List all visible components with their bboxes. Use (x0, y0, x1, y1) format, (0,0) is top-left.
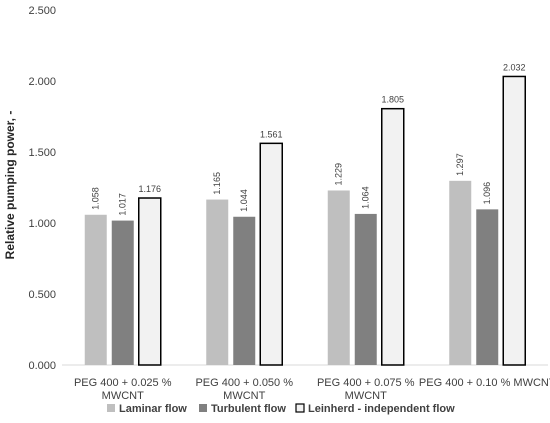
data-labels: 1.058 1.017 1.176 1.165 1.044 1.561 1.229 1.064… (91, 62, 526, 215)
bar-laminar (206, 199, 229, 365)
category-label: PEG 400 + 0.050 % (195, 377, 293, 389)
legend: Laminar flow Turbulent flow Leinherd - ind… (107, 403, 455, 415)
category-label: PEG 400 + 0.10 % MWCNT (419, 377, 550, 389)
category-label: PEG 400 + 0.025 % (74, 377, 172, 389)
data-label: 1.297 (455, 153, 465, 176)
bar-leinherd (259, 142, 283, 366)
bar-laminar (84, 214, 107, 365)
bar-turbulent (233, 216, 256, 365)
bar-laminar (449, 180, 472, 365)
legend-swatch (107, 404, 115, 412)
legend-label: Laminar flow (119, 403, 187, 415)
data-label: 1.805 (381, 95, 404, 105)
y-axis-title: Relative pumping power, - (3, 111, 17, 260)
y-tick-label: 0.500 (28, 289, 56, 301)
y-tick-label: 1.000 (28, 218, 56, 230)
bar-laminar (327, 190, 350, 365)
data-label: 1.561 (260, 129, 283, 139)
y-tick-label: 2.000 (28, 76, 56, 88)
bar-leinherd (502, 75, 526, 366)
category-label: MWCNT (102, 390, 144, 402)
data-label: 1.058 (91, 187, 101, 210)
bars (84, 75, 526, 366)
bar-turbulent (476, 209, 499, 365)
data-label: 2.032 (503, 62, 526, 72)
category-label: PEG 400 + 0.075 % (317, 377, 415, 389)
data-label: 1.229 (334, 163, 344, 186)
legend-swatch (199, 404, 207, 412)
data-label: 1.064 (361, 186, 371, 209)
y-tick-label: 2.500 (28, 5, 56, 17)
data-label: 1.165 (212, 172, 222, 195)
category-label: MWCNT (223, 390, 265, 402)
bar-turbulent (111, 220, 134, 365)
y-tick-label: 0.000 (28, 360, 56, 372)
data-label: 1.044 (239, 189, 249, 212)
y-tick-label: 1.500 (28, 147, 56, 159)
legend-label: Turbulent flow (211, 403, 286, 415)
bar-leinherd (138, 197, 162, 366)
bar-turbulent (354, 213, 377, 365)
legend-swatch (295, 403, 305, 413)
legend-label: Leinherd - independent flow (308, 403, 455, 415)
data-label: 1.017 (118, 193, 128, 216)
category-label: MWCNT (345, 390, 387, 402)
data-label: 1.096 (482, 182, 492, 205)
data-label: 1.176 (138, 184, 161, 194)
bar-leinherd (381, 107, 405, 366)
